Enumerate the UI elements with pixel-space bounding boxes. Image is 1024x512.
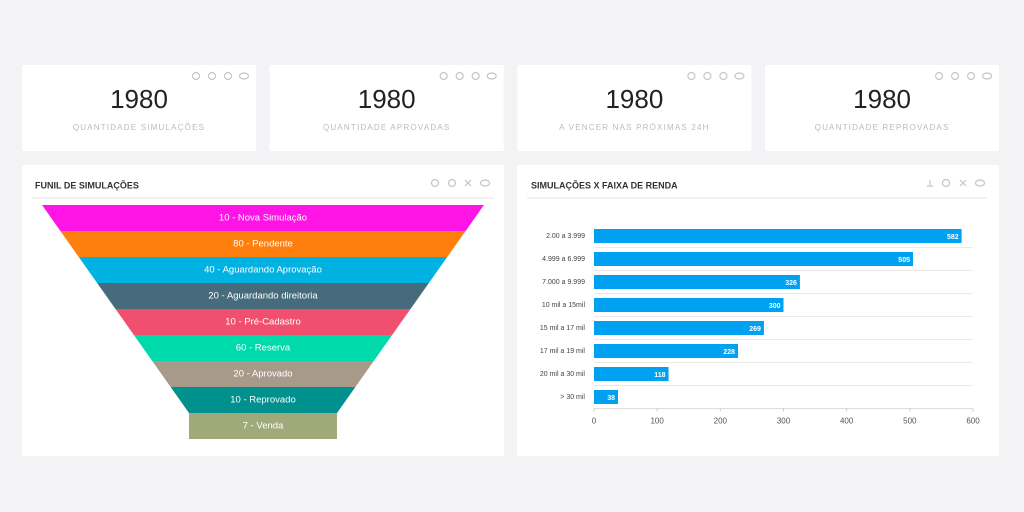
kpi-value: 1980 (853, 84, 911, 114)
y-tick-label: 15 mil a 17 mil (540, 325, 586, 332)
funnel-segment (170, 387, 356, 413)
x-tick-label: 300 (777, 417, 791, 426)
bar (594, 275, 800, 289)
x-tick-label: 500 (903, 417, 917, 426)
y-tick-label: 4.999 a 6.999 (542, 256, 585, 263)
segment-label: 80 - Pendente (233, 239, 293, 250)
x-tick-label: 0 (592, 417, 597, 426)
kpi-value: 1980 (605, 84, 663, 114)
card-icon (471, 71, 480, 81)
value-label: 118 (654, 372, 665, 379)
funnel-segment (42, 205, 484, 231)
value-label: 228 (723, 349, 735, 356)
bar (594, 298, 784, 312)
card-icon (223, 71, 233, 81)
kpi-value: 1980 (358, 84, 416, 114)
bar (594, 229, 962, 243)
x-tick-label: 600 (966, 417, 980, 426)
kpi-card (269, 65, 504, 151)
value-label: 38 (607, 395, 615, 402)
kpi-label: QUANTIDADE REPROVADAS (815, 123, 950, 132)
card-icon (687, 71, 696, 81)
card-icon (207, 71, 217, 81)
funnel-segment (97, 283, 429, 309)
x-tick-label: 100 (650, 417, 664, 426)
y-tick-label: 2.00 a 3.999 (546, 233, 585, 240)
segment-label: 10 - Reprovado (230, 395, 295, 406)
card-icon (719, 71, 728, 81)
value-label: 300 (769, 303, 781, 310)
y-tick-label: 7.000 a 9.999 (542, 279, 585, 286)
value-label: 505 (898, 257, 910, 264)
card-icon (934, 71, 944, 81)
funnel-segment (60, 231, 466, 257)
kpi-card (765, 65, 1000, 151)
value-label: 269 (749, 326, 761, 333)
bar (594, 367, 669, 381)
funnel-segment (133, 335, 393, 361)
y-tick-label: > 30 mil (560, 394, 585, 401)
kpi-card (517, 65, 752, 151)
y-tick-label: 10 mil a 15mil (542, 302, 586, 309)
bar (594, 321, 764, 335)
card-icon (439, 71, 448, 81)
card-icon (966, 71, 976, 81)
value-label: 582 (947, 234, 959, 241)
card-icon (486, 72, 497, 80)
panel-icons (430, 178, 986, 188)
card-icon (238, 72, 250, 80)
segment-label: 10 - Pré-Cadastro (225, 317, 301, 328)
x-tick-label: 200 (714, 417, 728, 426)
funnel-segment (152, 361, 374, 387)
kpi-label: A VENCER NAS PRÓXIMAS 24H (559, 123, 709, 132)
card-icon (191, 71, 201, 81)
card-icon (950, 71, 960, 81)
segment-label: 7 - Venda (243, 421, 284, 432)
segment-label: 10 - Nova Simulação (219, 213, 307, 224)
kpi-label: QUANTIDADE APROVADAS (323, 123, 450, 132)
segment-label: 20 - Aguardando direitoria (208, 291, 318, 302)
card-icon (734, 72, 745, 80)
kpi-card (22, 65, 256, 151)
card-icon (703, 71, 712, 81)
y-tick-label: 20 mil a 30 mil (540, 371, 586, 378)
segment-label: 60 - Reserva (236, 343, 291, 354)
chart-title: SIMULAÇÕES X FAIXA DE RENDA (531, 180, 678, 190)
kpi-value: 1980 (110, 84, 168, 114)
funnel-segment (115, 309, 411, 335)
y-tick-label: 17 mil a 19 mil (540, 348, 586, 355)
segment-label: 40 - Aguardando Aprovação (204, 265, 322, 276)
kpi-label: QUANTIDADE SIMULAÇÕES (73, 123, 205, 132)
bar (594, 344, 739, 358)
x-tick-label: 400 (840, 417, 854, 426)
card-icon (455, 71, 464, 81)
value-label: 326 (785, 280, 797, 287)
bar (594, 252, 913, 266)
card-icon (981, 72, 993, 80)
chart-title: FUNIL DE SIMULAÇÕES (35, 180, 139, 190)
segment-label: 20 - Aprovado (233, 369, 292, 380)
funnel-segment (189, 413, 337, 439)
funnel-segment (78, 257, 448, 283)
bar (594, 390, 619, 404)
